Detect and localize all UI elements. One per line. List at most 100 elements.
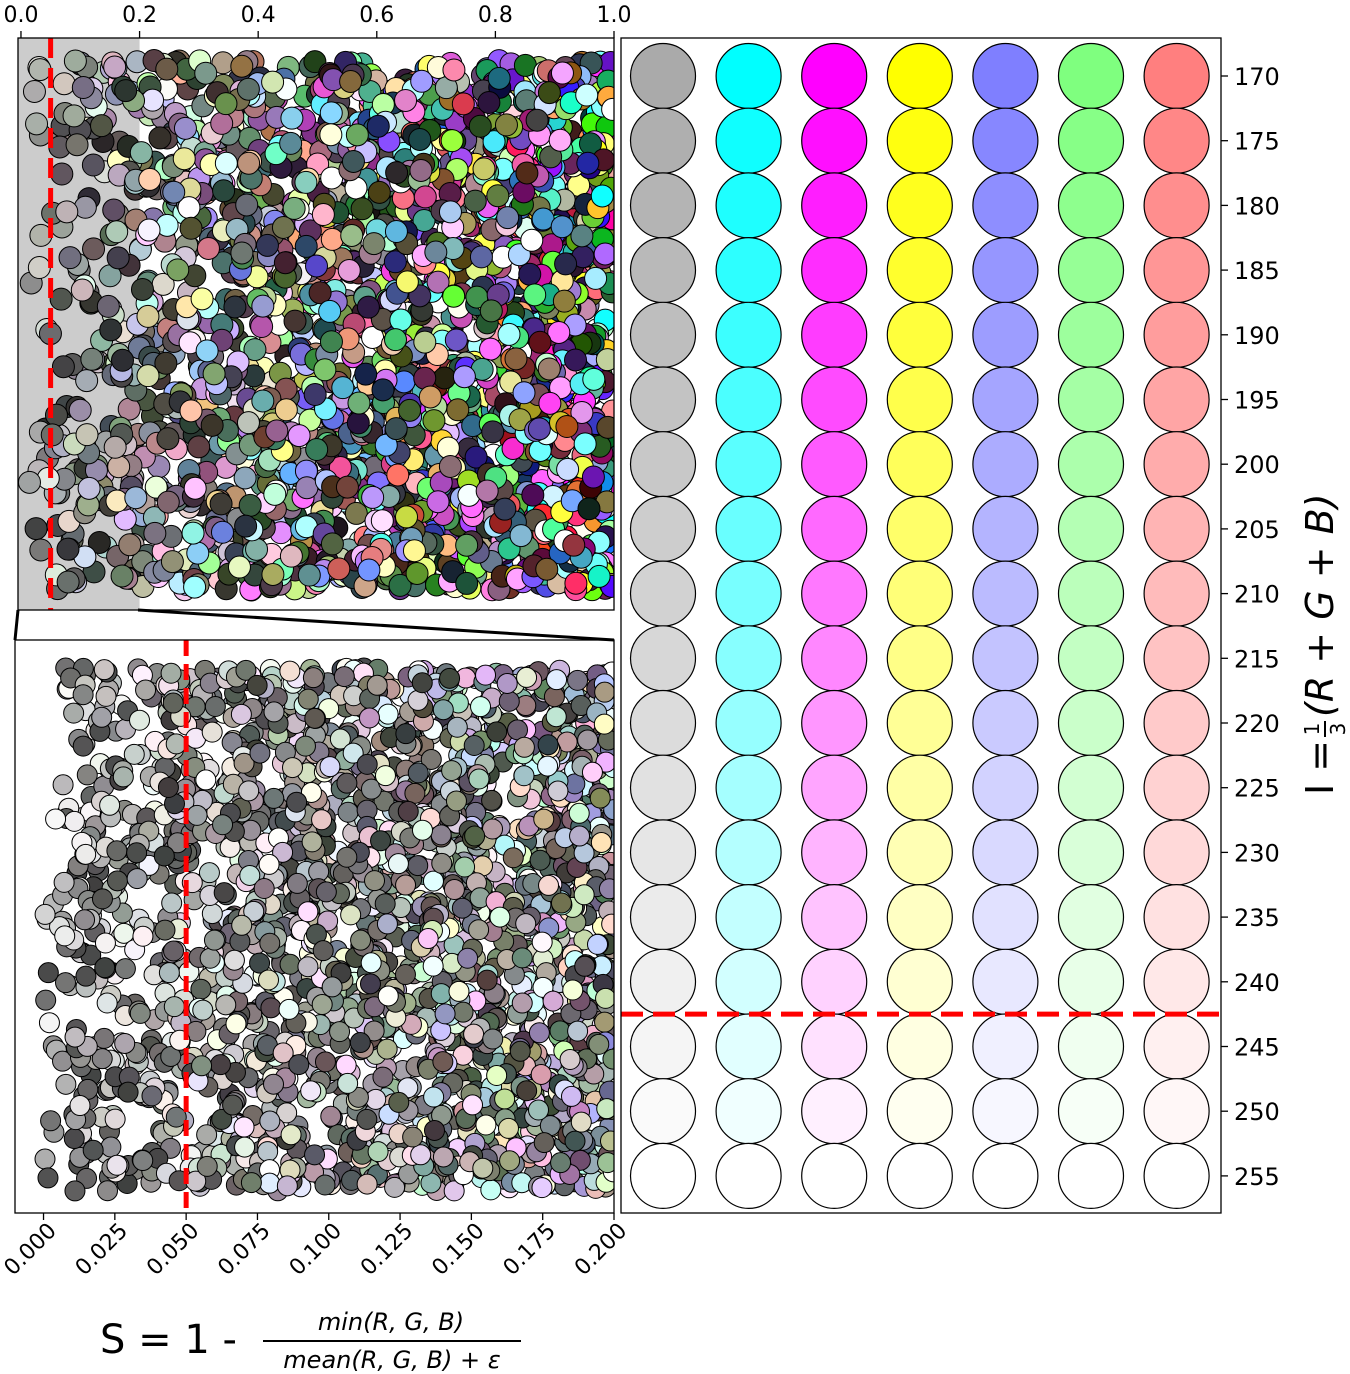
- top-scatter-point: [339, 70, 363, 94]
- top-scatter-point: [156, 427, 180, 451]
- top-scatter-point: [515, 161, 539, 185]
- top-scatter-point: [230, 54, 254, 78]
- top-scatter-point: [210, 111, 234, 135]
- bottom-scatter-point: [75, 965, 97, 987]
- top-scatter-point: [446, 398, 470, 422]
- bottom-scatter-point: [203, 929, 225, 951]
- bottom-scatter-point: [45, 808, 67, 830]
- top-scatter-point: [455, 533, 479, 557]
- bottom-scatter-point: [480, 1179, 502, 1201]
- bottom-scatter-point: [97, 1180, 119, 1202]
- bottom-scatter-point: [186, 804, 208, 826]
- bottom-scatter-point: [407, 855, 429, 877]
- top-scatter-point: [523, 283, 547, 307]
- bottom-scatter-point: [397, 800, 419, 822]
- bottom-scatter-point: [482, 818, 504, 840]
- bottom-scatter-point: [154, 919, 176, 941]
- top-scatter-point: [105, 489, 129, 513]
- bottom-scatter-point: [123, 743, 145, 765]
- bottom-scatter-point: [196, 1155, 218, 1177]
- top-scatter-point: [136, 304, 160, 328]
- bottom-scatter-point: [359, 973, 381, 995]
- top-scatter-point: [237, 151, 261, 175]
- bottom-scatter-point: [599, 1130, 614, 1152]
- top-scatter-point: [367, 180, 391, 204]
- bottom-scatter-point: [257, 1141, 279, 1163]
- top-scatter-point: [70, 278, 94, 302]
- bottom-scatter-point: [376, 913, 398, 935]
- bottom-scatter-point: [454, 856, 476, 878]
- top-scatter-point: [251, 389, 275, 413]
- bottom-scatter-point: [209, 1054, 231, 1076]
- top-scatter-point: [395, 270, 419, 294]
- top-scatter-point: [172, 147, 196, 171]
- top-scatter-point: [160, 550, 184, 574]
- top-scatter-point: [136, 364, 160, 388]
- top-scatter-point: [245, 537, 269, 561]
- bottom-scatter-point: [602, 1048, 614, 1070]
- top-scatter-point: [573, 432, 597, 456]
- top-scatter-point: [110, 348, 134, 372]
- bottom-scatter-point: [546, 669, 568, 691]
- bottom-scatter-point: [374, 765, 396, 787]
- bottom-scatter-point: [387, 853, 409, 875]
- bottom-scatter-point: [542, 990, 564, 1012]
- bottom-scatter-point: [311, 809, 333, 831]
- top-scatter-point: [234, 514, 258, 538]
- top-scatter-point: [552, 289, 576, 313]
- bottom-scatter-point: [253, 877, 275, 899]
- bottom-scatter-point: [230, 703, 252, 725]
- bottom-scatter-point: [132, 1150, 154, 1172]
- top-scatter-point: [155, 57, 179, 81]
- top-scatter-point: [335, 475, 359, 499]
- bottom-scatter-point: [549, 1020, 571, 1042]
- top-scatter-point: [50, 162, 74, 186]
- bottom-scatter-point: [34, 903, 56, 925]
- top-scatter-point: [386, 463, 410, 487]
- top-scatter-point: [535, 557, 559, 581]
- top-scatter-point: [107, 455, 131, 479]
- bottom-scatter-point: [494, 1088, 516, 1110]
- top-scatter-point: [350, 197, 374, 221]
- top-scatter-point: [106, 246, 130, 270]
- bottom-scatter-point: [163, 996, 185, 1018]
- top-scatter-point: [96, 294, 120, 318]
- bottom-scatter-point: [550, 1152, 572, 1174]
- top-scatter-point: [137, 218, 161, 242]
- top-scatter-point: [223, 295, 247, 319]
- bottom-scatter-point: [448, 980, 470, 1002]
- bottom-scatter-point: [286, 872, 308, 894]
- top-scatter-point: [90, 114, 114, 138]
- top-scatter-point: [438, 454, 462, 478]
- top-scatter-point: [75, 423, 99, 447]
- top-scatter-point: [162, 180, 186, 204]
- bottom-scatter-point: [545, 706, 567, 728]
- bottom-scatter-point: [259, 1172, 281, 1194]
- bottom-scatter-point: [160, 662, 182, 684]
- bottom-scatter-point: [468, 768, 490, 790]
- top-scatter-point: [518, 262, 542, 286]
- top-scatter-point: [144, 475, 168, 499]
- top-scatter-point: [75, 369, 99, 393]
- bottom-scatter-point: [282, 757, 304, 779]
- top-scatter-point: [412, 209, 436, 233]
- top-scatter-point: [99, 318, 123, 342]
- bottom-scatter-point: [91, 706, 113, 728]
- bottom-scatter-point: [497, 1117, 519, 1139]
- bottom-scatter-point: [40, 1110, 62, 1132]
- bottom-scatter-point: [141, 1085, 163, 1107]
- top-scatter-point: [103, 55, 127, 79]
- bottom-scatter-point: [333, 666, 355, 688]
- top-scatter-point: [58, 246, 82, 270]
- top-scatter-point: [493, 497, 517, 521]
- bottom-scatter-point: [407, 762, 429, 784]
- bottom-scatter-point: [82, 1139, 104, 1161]
- top-scatter-point: [438, 200, 462, 224]
- bottom-scatter-point: [129, 709, 151, 731]
- bottom-scatter-point: [529, 849, 551, 871]
- bottom-scatter-point: [215, 994, 237, 1016]
- bottom-scatter-point: [538, 874, 560, 896]
- top-scatter-point: [444, 328, 468, 352]
- bottom-scatter-point: [407, 689, 429, 711]
